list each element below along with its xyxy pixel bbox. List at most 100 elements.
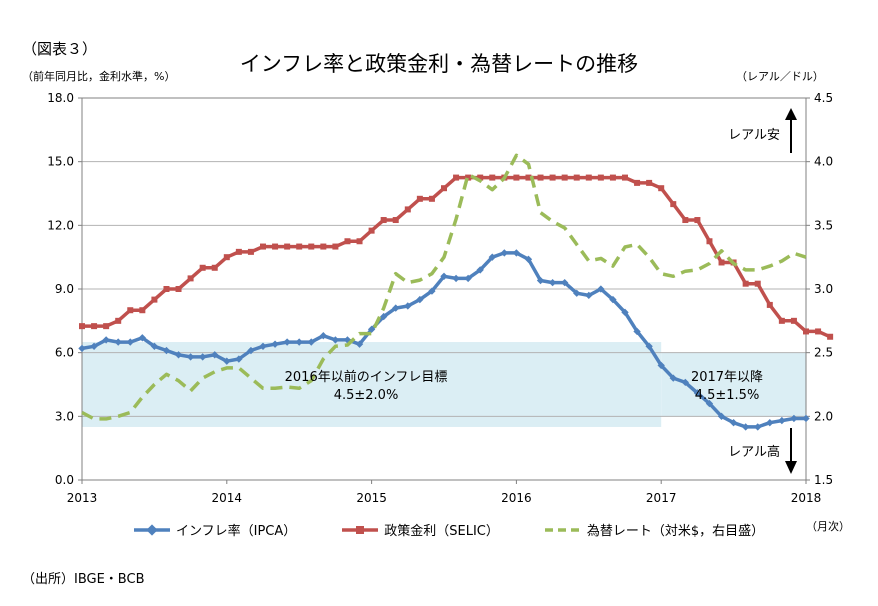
selic-point	[91, 323, 98, 330]
selic-point	[296, 243, 303, 250]
ipca-point	[766, 419, 774, 427]
selic-point	[199, 264, 206, 271]
legend-label-fx: 為替レート（対米$，右目盛）	[586, 524, 765, 539]
selic-point	[392, 217, 399, 224]
series-line-1	[82, 175, 831, 339]
left-tick-label: 9.0	[55, 282, 74, 296]
x-tick-label: 2014	[212, 491, 243, 505]
ipca-point	[705, 399, 714, 408]
selic-point	[127, 307, 134, 314]
selic-point	[718, 259, 725, 266]
ipca-point	[271, 340, 279, 348]
arrow-up-icon	[785, 108, 797, 120]
ipca-point	[524, 255, 533, 263]
left-tick-label: 18.0	[47, 91, 74, 105]
ipca-point	[235, 355, 243, 363]
selic-point	[308, 243, 315, 250]
ipca-point	[754, 423, 762, 431]
ipca-point	[573, 289, 581, 297]
selic-point	[561, 174, 568, 181]
ipca-point	[464, 274, 472, 283]
ipca-point	[729, 419, 738, 427]
right-tick-label: 3.0	[814, 282, 833, 296]
ipca-point	[404, 302, 412, 310]
ipca-point	[512, 249, 521, 257]
selic-point	[694, 217, 701, 224]
ipca-point	[283, 338, 291, 346]
selic-point	[151, 296, 158, 303]
ipca-point	[681, 378, 690, 387]
selic-point	[139, 307, 146, 314]
ipca-point	[295, 338, 303, 346]
selic-point	[320, 243, 327, 250]
label-real-strong: レアル高	[728, 444, 780, 460]
ipca-point	[162, 346, 171, 355]
legend-swatch-fx	[544, 527, 581, 532]
selic-point	[646, 179, 653, 186]
left-tick-label: 15.0	[47, 155, 74, 169]
left-tick-label: 6.0	[55, 346, 74, 360]
ipca-point	[138, 334, 147, 342]
selic-point	[175, 286, 182, 292]
target-range-pre2016: 4.5±2.0%	[334, 388, 399, 403]
selic-point	[428, 195, 435, 202]
target-range-post2017: 4.5±1.5%	[695, 388, 760, 403]
selic-point	[815, 328, 822, 335]
left-axis-unit: （前年同月比，金利水準，%）	[22, 70, 176, 83]
ipca-point	[452, 274, 460, 283]
selic-point	[803, 328, 809, 335]
ipca-point	[198, 353, 207, 361]
ipca-point	[416, 295, 424, 304]
ipca-point	[669, 374, 677, 382]
selic-point	[670, 201, 677, 208]
selic-point	[537, 174, 544, 181]
series-line-2	[81, 153, 807, 421]
selic-point	[368, 227, 375, 234]
selic-point	[609, 174, 616, 181]
selic-point	[513, 174, 520, 181]
left-tick-label: 3.0	[55, 409, 74, 423]
ipca-point	[560, 278, 569, 287]
legend-item-ipca: インフレ率（IPCA）	[132, 520, 296, 539]
selic-point	[489, 174, 496, 181]
selic-point	[742, 280, 749, 287]
x-tick-label: 2015	[356, 491, 387, 505]
ipca-point	[802, 414, 810, 423]
ipca-point	[150, 342, 159, 350]
ipca-point	[633, 327, 641, 336]
legend-item-selic: 政策金利（SELIC）	[340, 520, 499, 539]
ipca-point	[597, 285, 605, 293]
arrow-down-icon	[785, 461, 797, 474]
selic-point	[163, 286, 170, 292]
ipca-point	[621, 308, 629, 317]
ipca-point	[790, 414, 798, 423]
selic-point	[115, 317, 122, 324]
selic-point	[477, 174, 484, 181]
left-tick-label: 12.0	[47, 218, 74, 232]
ipca-point	[186, 353, 195, 361]
selic-point	[827, 333, 834, 340]
ipca-point	[645, 342, 653, 350]
selic-point	[103, 323, 110, 330]
legend-swatch-selic	[342, 525, 379, 534]
selic-point	[223, 254, 230, 261]
ipca-point	[488, 253, 496, 261]
ipca-point	[319, 332, 328, 340]
target-label-pre2016: 2016年以前のインフレ目標	[285, 369, 448, 385]
x-axis-unit: （月次）	[806, 520, 850, 533]
selic-point	[235, 248, 242, 255]
ipca-point	[585, 291, 593, 300]
selic-point	[187, 275, 194, 282]
selic-point	[247, 248, 254, 255]
ipca-point	[609, 295, 617, 304]
selic-point	[416, 195, 423, 202]
chart-title: インフレ率と政策金利・為替レートの推移	[239, 52, 639, 76]
right-tick-label: 4.0	[814, 155, 833, 169]
right-tick-label: 3.5	[814, 218, 833, 232]
ipca-point	[367, 325, 376, 333]
ipca-point	[741, 423, 750, 431]
x-tick-label: 2016	[501, 491, 532, 505]
selic-point	[573, 174, 580, 181]
legend-item-fx: 為替レート（対米$，右目盛）	[543, 520, 764, 539]
